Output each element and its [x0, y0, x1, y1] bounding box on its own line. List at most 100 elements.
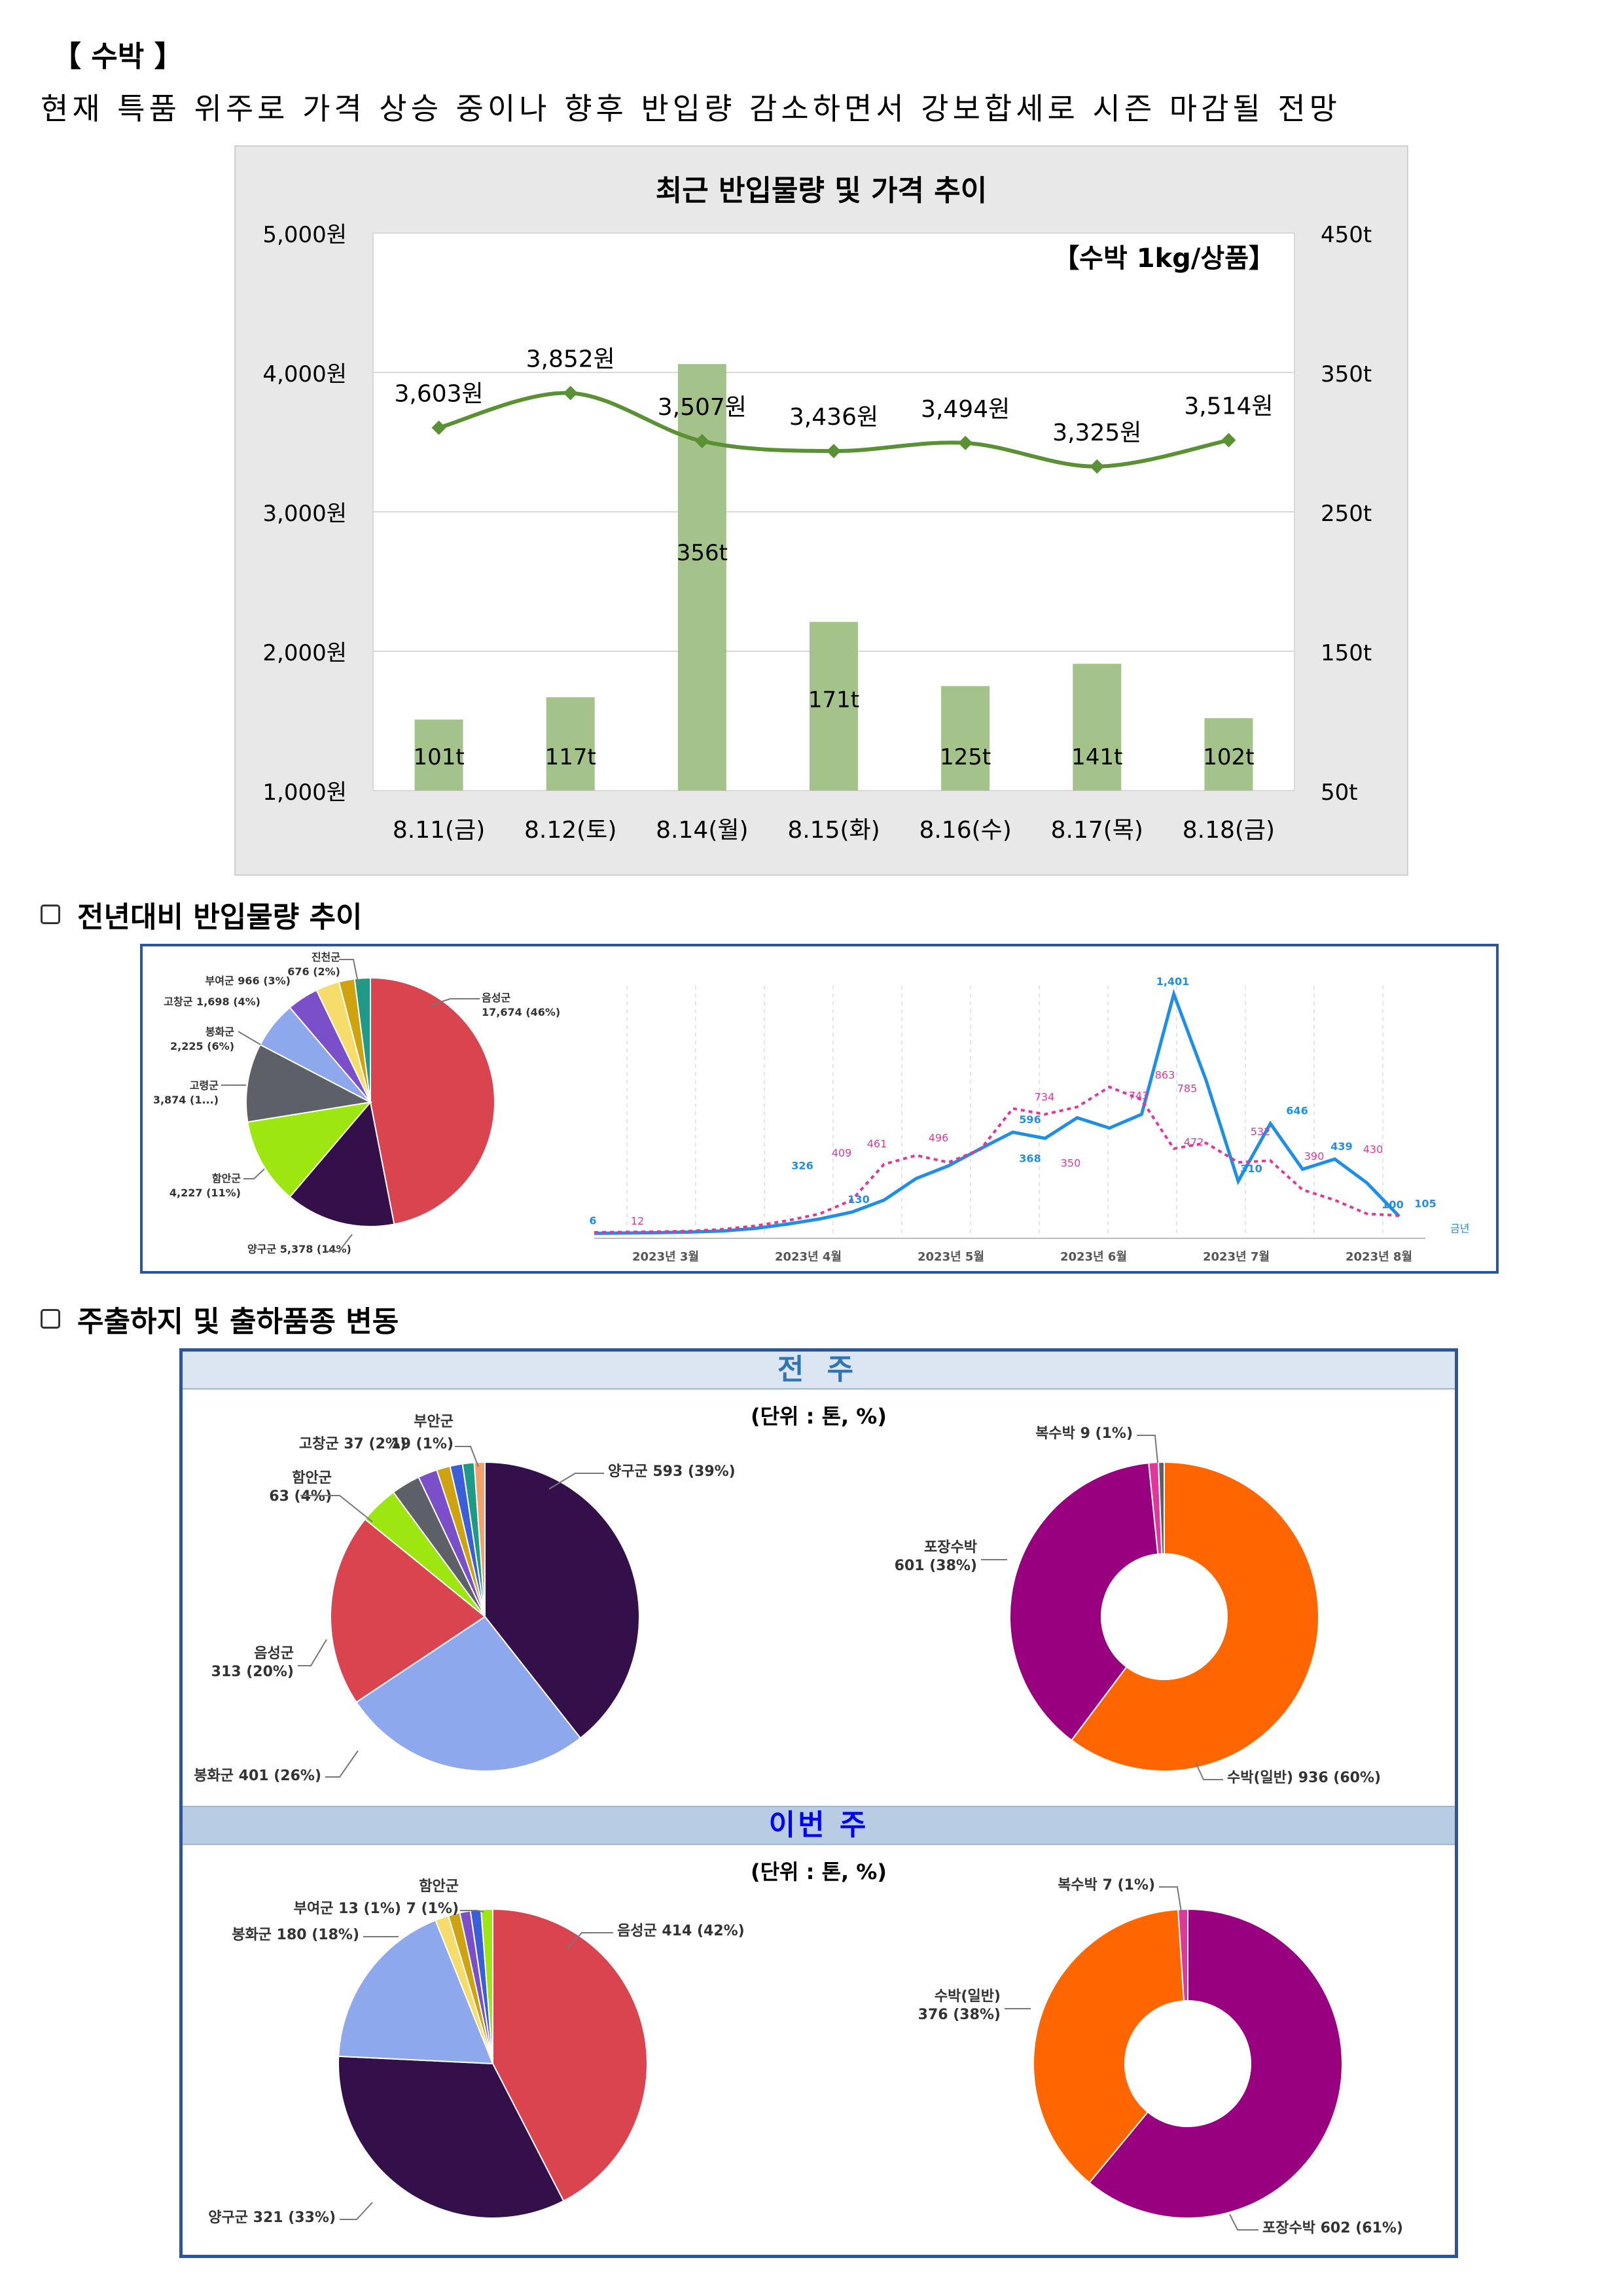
price-label: 3,603원 [394, 381, 483, 408]
right-tick-label: 350t [1321, 361, 1372, 387]
shipping-charts: 양구군 593 (39%) 봉화군 401 (26%) 음성군 313 (20%) 함안… [194, 1414, 1403, 2236]
last-year-label: 496 [929, 1132, 949, 1144]
this-region-slice [338, 2055, 565, 2219]
x-tick-label: 2023년 7월 [1203, 1250, 1270, 1264]
this-year-line [594, 988, 1400, 1235]
yoy-pie-label: 676 (2%) [287, 965, 340, 978]
bar-label: 141t [1071, 744, 1122, 770]
bar-label: 101t [413, 744, 464, 770]
yoy-pie-label: 부여군 966 (3%) [205, 975, 291, 987]
price-marker [1090, 459, 1105, 474]
prev-region-label: 고창군 37 (2%) [299, 1436, 406, 1452]
price-marker [694, 434, 709, 449]
this-variety-label: 376 (38%) [918, 2007, 1001, 2023]
price-marker [827, 444, 841, 459]
yoy-panel: 음성군 17,674 (46%) 양구군 5,378 (14%) 함안군 4,227 (… [140, 944, 1499, 1274]
left-tick-label: 3,000원 [262, 501, 347, 527]
x-tick-label: 2023년 5월 [918, 1250, 984, 1264]
last-year-label: 350 [1061, 1157, 1081, 1169]
yoy-pie-slice [353, 977, 371, 1103]
this-region-slice [338, 1919, 494, 2065]
category-label: 8.18(금) [1183, 817, 1275, 844]
this-year-label: 368 [1019, 1153, 1041, 1165]
last-year-label: 430 [1363, 1143, 1383, 1155]
leader-line [1137, 1435, 1158, 1463]
right-tick-label: 50t [1321, 780, 1358, 806]
leader-line [298, 1639, 327, 1666]
yoy-pie-slice [245, 1043, 373, 1123]
prev-week-unit: (단위 : 톤, %) [750, 1404, 887, 1429]
prev-variety-slice [1009, 1462, 1159, 1742]
prev-region-label: 313 (20%) [211, 1664, 294, 1680]
yoy-pie-label: 고창군 1,698 (4%) [164, 996, 260, 1008]
price-marker [431, 420, 446, 435]
category-label: 8.17(목) [1051, 817, 1143, 844]
prev-region-label: 봉화군 401 (26%) [194, 1768, 321, 1784]
yoy-pie-label: 17,674 (46%) [482, 1006, 560, 1018]
prev-region-label: 양구군 593 (39%) [608, 1463, 736, 1480]
price-label: 3,325원 [1052, 420, 1141, 446]
this-region-slice [492, 1908, 648, 2202]
this-year-label: 439 [1330, 1140, 1352, 1153]
price-label: 3,436원 [789, 404, 878, 431]
category-label: 8.11(금) [393, 817, 485, 844]
left-tick-label: 5,000원 [262, 222, 347, 248]
this-year-label: 1,401 [1156, 975, 1190, 988]
prev-region-slice [473, 1461, 486, 1617]
left-tick-label: 1,000원 [262, 780, 347, 806]
this-week-band: 이번 주 [183, 1806, 1455, 1845]
bar-label: 171t [808, 687, 859, 713]
x-tick-label: 2023년 4월 [775, 1250, 842, 1264]
bar [1204, 718, 1253, 791]
this-region-label: 음성군 414 (42%) [617, 1923, 745, 1939]
bar [941, 686, 990, 791]
prev-variety-label: 포장수박 [924, 1539, 977, 1556]
this-year-label: 646 [1286, 1105, 1308, 1117]
yoy-pie-slice [370, 977, 495, 1225]
leader-line [325, 1750, 359, 1778]
prev-region-label: 음성군 [254, 1645, 294, 1662]
leader-line [326, 1234, 353, 1252]
prev-week-band: 전 주 [183, 1352, 1455, 1390]
yoy-checkbox[interactable] [41, 905, 60, 924]
leader-line [1229, 2214, 1258, 2231]
left-tick-label: 2,000원 [262, 640, 347, 666]
x-tick-label: 2023년 8월 [1346, 1250, 1412, 1264]
yoy-heading: 전년대비 반입물량 추이 [41, 893, 362, 935]
last-year-label: 390 [1304, 1150, 1325, 1162]
this-region-slice [480, 1908, 493, 2064]
last-year-label: 863 [1155, 1069, 1175, 1081]
leader-line [1159, 1886, 1182, 1912]
leader-line [460, 1910, 484, 1912]
yoy-pie-label: 4,227 (11%) [169, 1187, 241, 1199]
yoy-pie-label: 고령군 [190, 1079, 219, 1092]
last-year-label: 785 [1177, 1082, 1198, 1094]
yoy-pie-label: 함안군 [212, 1172, 241, 1185]
chart-annotation: 【수박 1kg/상품】 [1053, 243, 1275, 274]
section-title: 【 수박 】 [52, 40, 183, 73]
leader-line [340, 2202, 373, 2220]
right-tick-label: 150t [1321, 640, 1372, 666]
this-year-label: 596 [1019, 1113, 1041, 1126]
shipping-checkbox[interactable] [41, 1309, 60, 1329]
this-year-label: 6 [589, 1214, 596, 1227]
legend-label: 금년 [1450, 1222, 1469, 1234]
price-label: 3,514원 [1184, 393, 1273, 420]
bar-label: 125t [940, 744, 991, 770]
prev-region-label: 63 (4%) [269, 1488, 332, 1505]
prev-region-slice [330, 1518, 486, 1704]
this-year-label: 100 [1382, 1198, 1403, 1211]
this-year-label: 310 [1240, 1162, 1262, 1175]
leader-line [243, 1168, 265, 1179]
price-label: 3,507원 [658, 394, 747, 421]
category-label: 8.16(수) [919, 817, 1011, 844]
this-region-label: 함안군 [419, 1878, 459, 1895]
right-tick-label: 450t [1321, 222, 1372, 248]
leader-line [567, 1932, 613, 1949]
leader-line [548, 1473, 604, 1490]
x-tick-label: 2023년 6월 [1060, 1250, 1127, 1264]
this-variety-label: 포장수박 602 (61%) [1262, 2220, 1403, 2236]
this-region-label: 봉화군 180 (18%) [232, 1927, 359, 1943]
leader-line [339, 959, 359, 986]
price-marker [563, 386, 578, 401]
